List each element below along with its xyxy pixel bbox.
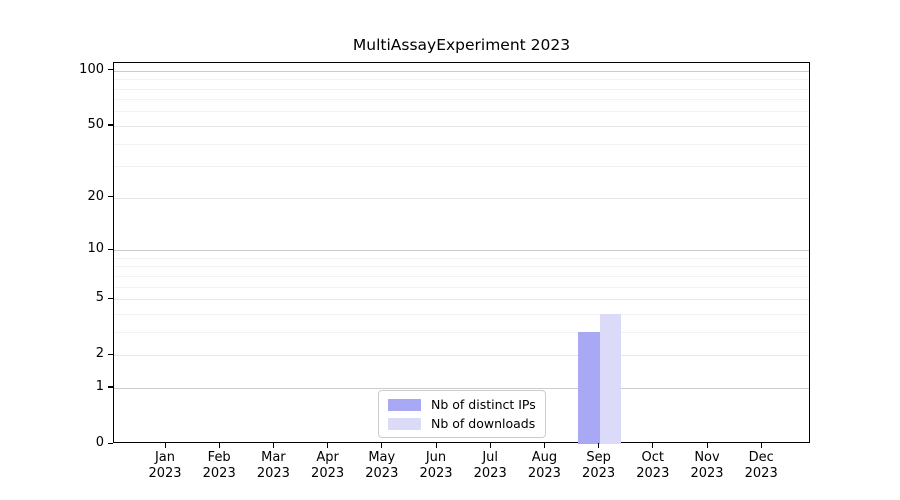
x-tick-year: 2023	[189, 466, 249, 482]
x-tick-month: Jun	[406, 450, 466, 466]
gridline-y-9	[114, 258, 809, 259]
gridline-y-50	[114, 126, 809, 127]
bar-sep-distinct-ips	[578, 332, 600, 444]
chart-figure: MultiAssayExperiment 2023 0 1 2 5 10 20 50 100 J…	[0, 0, 900, 500]
plot-area	[113, 62, 810, 443]
x-tick-year: 2023	[135, 466, 195, 482]
gridline-y-80	[114, 89, 809, 90]
x-tick-mark-oct	[652, 443, 653, 448]
x-tick-mark-sep	[598, 443, 599, 448]
x-tick-month: May	[352, 450, 412, 466]
legend-item-downloads: Nb of downloads	[388, 416, 536, 431]
y-tick-mark-2	[108, 354, 113, 355]
y-tick-label-50: 50	[54, 117, 104, 132]
gridline-y-20	[114, 198, 809, 199]
x-tick-month: Aug	[514, 450, 574, 466]
gridline-y-6	[114, 287, 809, 288]
x-tick-month: Sep	[569, 450, 629, 466]
x-tick-label-apr: Apr2023	[298, 450, 358, 481]
x-tick-month: Mar	[243, 450, 303, 466]
x-tick-mark-jan	[165, 443, 166, 448]
gridline-y-5	[114, 299, 809, 300]
x-tick-label-sep: Sep2023	[569, 450, 629, 481]
x-tick-mark-jul	[490, 443, 491, 448]
gridline-y-60	[114, 111, 809, 112]
y-tick-mark-20	[108, 196, 113, 197]
y-tick-label-20: 20	[54, 189, 104, 204]
gridline-y-8	[114, 266, 809, 267]
x-tick-mark-dec	[761, 443, 762, 448]
x-tick-label-nov: Nov2023	[677, 450, 737, 481]
x-tick-label-jan: Jan2023	[135, 450, 195, 481]
y-tick-label-10: 10	[54, 241, 104, 256]
legend-swatch-distinct-ips	[388, 399, 421, 411]
x-tick-year: 2023	[352, 466, 412, 482]
x-tick-year: 2023	[623, 466, 683, 482]
x-tick-mark-mar	[273, 443, 274, 448]
y-tick-mark-10	[108, 249, 113, 250]
y-tick-mark-1	[108, 386, 113, 387]
x-tick-label-jul: Jul2023	[460, 450, 520, 481]
x-tick-month: Feb	[189, 450, 249, 466]
gridline-y-90	[114, 79, 809, 80]
gridline-y-100	[114, 71, 809, 72]
gridline-y-30	[114, 166, 809, 167]
gridline-y-40	[114, 144, 809, 145]
y-tick-label-1: 1	[54, 379, 104, 394]
y-tick-mark-50	[108, 124, 113, 125]
x-tick-mark-may	[381, 443, 382, 448]
gridline-y-7	[114, 276, 809, 277]
x-tick-year: 2023	[677, 466, 737, 482]
x-tick-year: 2023	[731, 466, 791, 482]
x-tick-label-jun: Jun2023	[406, 450, 466, 481]
x-tick-year: 2023	[569, 466, 629, 482]
x-tick-year: 2023	[243, 466, 303, 482]
legend: Nb of distinct IPs Nb of downloads	[378, 390, 546, 438]
x-tick-year: 2023	[460, 466, 520, 482]
bar-sep-downloads	[600, 314, 622, 444]
x-tick-month: Jul	[460, 450, 520, 466]
gridline-y-4	[114, 314, 809, 315]
y-tick-mark-100	[108, 69, 113, 70]
x-tick-label-may: May2023	[352, 450, 412, 481]
x-tick-month: Oct	[623, 450, 683, 466]
x-tick-month: Dec	[731, 450, 791, 466]
y-tick-label-5: 5	[54, 290, 104, 305]
y-tick-mark-5	[108, 298, 113, 299]
x-tick-label-oct: Oct2023	[623, 450, 683, 481]
x-tick-label-aug: Aug2023	[514, 450, 574, 481]
x-tick-month: Jan	[135, 450, 195, 466]
y-tick-mark-0	[108, 443, 113, 444]
x-tick-mark-jun	[436, 443, 437, 448]
gridline-y-70	[114, 99, 809, 100]
x-tick-mark-aug	[544, 443, 545, 448]
x-tick-month: Apr	[298, 450, 358, 466]
gridline-y-1	[114, 388, 809, 389]
x-tick-year: 2023	[298, 466, 358, 482]
x-tick-label-mar: Mar2023	[243, 450, 303, 481]
x-tick-mark-apr	[327, 443, 328, 448]
x-tick-month: Nov	[677, 450, 737, 466]
x-tick-label-dec: Dec2023	[731, 450, 791, 481]
legend-label-distinct-ips: Nb of distinct IPs	[431, 397, 536, 412]
x-tick-mark-nov	[707, 443, 708, 448]
gridline-y-2	[114, 355, 809, 356]
x-tick-year: 2023	[514, 466, 574, 482]
gridline-y-10	[114, 250, 809, 251]
y-tick-label-0: 0	[54, 435, 104, 450]
legend-swatch-downloads	[388, 418, 421, 430]
y-tick-label-2: 2	[54, 346, 104, 361]
x-tick-year: 2023	[406, 466, 466, 482]
x-tick-label-feb: Feb2023	[189, 450, 249, 481]
gridline-y-3	[114, 332, 809, 333]
x-tick-mark-feb	[219, 443, 220, 448]
y-tick-label-100: 100	[54, 62, 104, 77]
chart-title: MultiAssayExperiment 2023	[113, 36, 810, 54]
legend-label-downloads: Nb of downloads	[431, 416, 535, 431]
legend-item-distinct-ips: Nb of distinct IPs	[388, 397, 536, 412]
